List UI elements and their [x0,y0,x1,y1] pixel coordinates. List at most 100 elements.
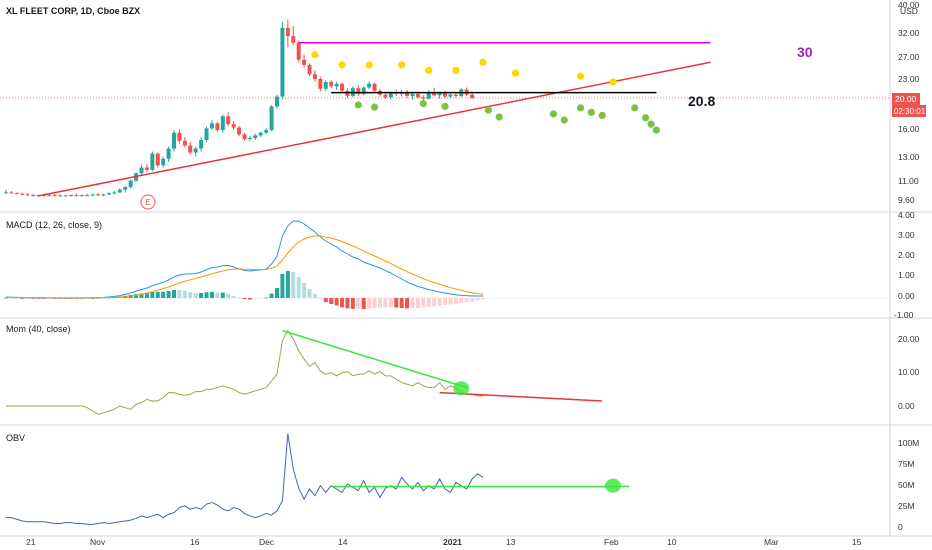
price-tick: 13.00 [898,152,920,162]
macd-histogram-bar [443,298,448,305]
macd-histogram-bar [383,298,388,308]
candle [361,87,366,94]
macd-histogram-bar [258,298,263,299]
candle [367,83,372,88]
mom-tick: 20.00 [898,334,920,344]
resistance-label: 30 [797,44,813,60]
candle [117,189,122,193]
candle [275,96,279,107]
macd-histogram-bar [182,290,187,298]
candle [123,187,128,190]
earnings-marker[interactable] [140,194,156,210]
earnings-marker-label: E [145,198,150,207]
candle [226,116,231,125]
candle [144,167,149,170]
candle [74,195,79,197]
mom-tick: 0.00 [898,401,915,411]
green-signal-dot [370,103,379,111]
obv-axis[interactable]: 100M 75M 50M 25M 0 [898,438,919,532]
macd-histogram-bar [329,298,334,304]
macd-histogram-bar [247,298,252,300]
candle [128,180,133,188]
candle [215,123,220,131]
macd-histogram-bar [188,292,193,298]
macd-histogram-bar [394,298,399,308]
candle [453,94,458,96]
candle [182,140,187,146]
macd-histogram-bar [405,298,410,309]
mom-axis[interactable]: 20.00 10.00 0.00 [898,334,920,411]
candle [41,195,46,197]
candle [302,59,307,65]
candle [383,94,388,98]
macd-histogram-bar [275,288,279,298]
macd-histogram-bar [399,298,404,308]
candle [334,83,339,87]
indicator-panes [0,220,890,525]
macd-histogram-bar [253,298,258,299]
candle [247,138,252,140]
macd-tick: 3.00 [898,230,915,240]
macd-histogram-bar [415,298,420,308]
price-pane[interactable] [0,19,890,197]
time-tick: 15 [852,537,862,547]
candle [405,92,410,96]
candle [90,194,95,196]
candle [280,27,285,97]
time-tick-year: 2021 [443,537,462,547]
macd-histogram-bar [470,298,475,302]
price-axis[interactable]: 32.00 27.00 23.00 16.00 13.00 11.00 9.60 [898,28,920,205]
candle [52,195,57,197]
last-price-value: 20.00 [895,94,917,104]
macd-histogram-bar [31,298,36,299]
macd-histogram-bar [372,298,377,308]
chart-title: XL FLEET CORP, 1D, Cboe BZX [6,6,140,16]
candle [199,139,204,149]
candle [155,153,160,166]
macd-histogram-bar [453,298,458,304]
macd-histogram-bar [101,297,106,299]
macd-histogram-bar [291,272,296,298]
macd-histogram-bar [9,297,14,299]
macd-histogram-bar [172,290,177,298]
candle [291,36,296,43]
macd-histogram-bar [166,291,171,298]
green-signal-dot [549,110,558,118]
green-signal-dot [495,113,503,121]
macd-histogram-bar [340,298,345,308]
macd-axis[interactable]: 4.00 3.00 2.00 1.00 0.00 -1.00 [894,210,915,320]
candle [312,74,317,79]
time-axis[interactable]: 21 Nov 16 Dec 14 2021 13 Feb 10 Mar 15 [26,537,862,547]
candle [209,123,214,129]
macd-histogram-bar [410,298,415,309]
macd-histogram-bar [14,298,19,299]
candle [188,145,193,153]
macd-histogram-bar [177,290,182,298]
macd-histogram-bar [437,298,442,306]
macd-histogram-bar [302,283,307,298]
time-tick: Nov [90,537,106,547]
candle [242,134,247,140]
last-price-badge [892,93,920,105]
candle [79,195,84,197]
mom-tick: 10.00 [898,367,920,377]
macd-histogram-bar [350,298,355,309]
candle [426,92,431,99]
macd-histogram-bar [475,298,480,301]
candle [318,78,323,89]
green-signal-dot [652,126,661,134]
macd-histogram-bar [334,298,339,306]
price-tick: 9.60 [898,195,915,205]
price-tick: 23.00 [898,74,920,84]
candle [340,83,345,91]
green-signal-dot [641,114,650,122]
candle [47,195,52,197]
macd-histogram-bar [204,292,209,298]
macd-tick: 1.00 [898,270,915,280]
macd-histogram-bar [312,294,317,298]
macd-histogram-bar [421,298,426,308]
candle [177,132,182,141]
yellow-signal-dot [452,66,460,74]
candle [356,88,361,94]
